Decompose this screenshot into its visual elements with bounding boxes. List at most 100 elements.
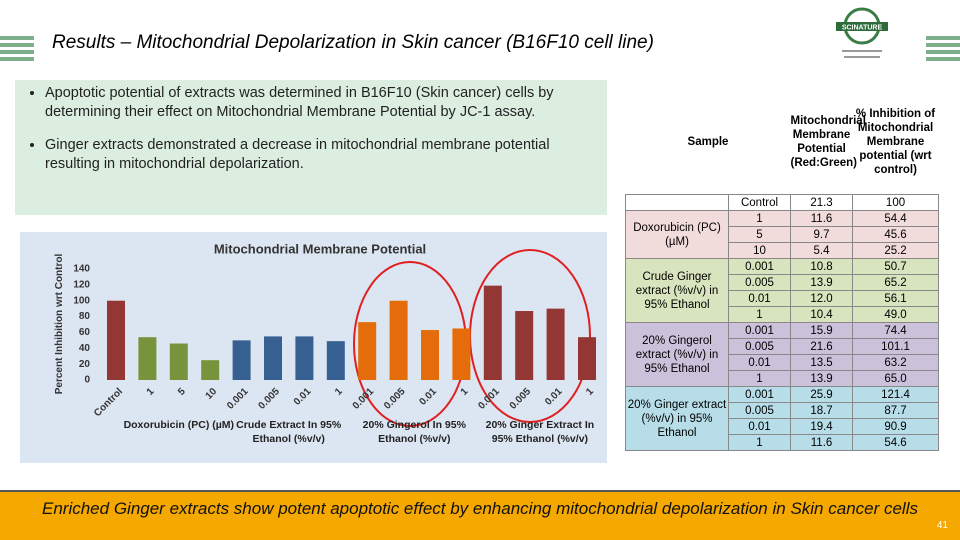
logo: SCINATURE <box>836 7 888 58</box>
sample-cell <box>625 194 729 211</box>
x-tick-label: 0.01 <box>292 386 314 408</box>
bar <box>326 341 345 380</box>
table-row: Control 21.3 100 <box>625 194 940 211</box>
footer-text: Enriched Ginger extracts show potent apo… <box>42 499 918 518</box>
table-cell: 65.0 <box>852 370 940 387</box>
chart-panel: Mitochondrial Membrane Potential Percent… <box>20 232 607 463</box>
table-cell: 5.4 <box>790 242 854 259</box>
table-cell: 0.005 <box>727 402 792 419</box>
decor-right <box>926 36 960 64</box>
table-cell: 21.3 <box>790 194 854 211</box>
header-cell: % Inhibition of Mitochondrial Membrane p… <box>855 108 936 176</box>
bar <box>232 340 251 380</box>
table-cell: 0.01 <box>727 354 792 371</box>
y-tick-label: 0 <box>84 375 90 386</box>
table-cell: 121.4 <box>852 386 940 403</box>
table-cell: 13.5 <box>790 354 854 371</box>
logo-line <box>842 50 882 52</box>
bullet-box: Apoptotic potential of extracts was dete… <box>15 80 607 215</box>
x-tick-label: 0.01 <box>543 386 565 408</box>
x-tick-label: 0.01 <box>417 386 439 408</box>
table-cell: 0.001 <box>727 258 792 275</box>
table-cell: 1 <box>727 370 792 387</box>
x-tick-label: 0.001 <box>351 386 377 412</box>
y-tick-label: 80 <box>79 311 91 322</box>
chart: Mitochondrial Membrane Potential Percent… <box>54 241 596 427</box>
bullet-list: Apoptotic potential of extracts was dete… <box>27 84 599 174</box>
bar <box>138 337 157 380</box>
decor-left <box>0 36 34 64</box>
table-cell: 63.2 <box>852 354 940 371</box>
header-cell: Mitochondrial Membrane Potential (Red:Gr… <box>790 115 866 169</box>
bar <box>421 330 439 380</box>
table-cell: 25.2 <box>852 242 940 259</box>
table-cell: 101.1 <box>852 338 940 355</box>
footer-banner: Enriched Ginger extracts show potent apo… <box>0 490 960 540</box>
y-tick-label: 20 <box>79 359 91 370</box>
table-cell: 0.005 <box>727 338 792 355</box>
table-header: Sample Mitochondrial Membrane Potential … <box>626 90 939 195</box>
table-cell: 65.2 <box>852 274 940 291</box>
bar <box>264 336 282 380</box>
slide-title: Results – Mitochondrial Depolarization i… <box>52 32 654 53</box>
x-tick-label: Control <box>92 386 125 419</box>
data-table: Sample Mitochondrial Membrane Potential … <box>625 90 940 451</box>
logo-line <box>844 56 880 58</box>
table-row: 20% Ginger extract (%v/v) in 95% Ethanol… <box>625 386 940 451</box>
x-tick-label: 1 <box>459 386 471 398</box>
header-cell: Sample <box>687 136 729 148</box>
table-cell: 13.9 <box>790 274 854 291</box>
table-cell: 54.4 <box>852 210 940 227</box>
bar <box>483 285 502 380</box>
table-cell: Control <box>727 194 792 211</box>
bar <box>546 308 565 380</box>
sample-cell: 20% Gingerol extract (%v/v) in 95% Ethan… <box>625 322 729 387</box>
bar <box>452 328 471 380</box>
x-tick-label: 1 <box>333 386 345 398</box>
x-tick-label: 0.001 <box>225 386 251 412</box>
table-row: 20% Gingerol extract (%v/v) in 95% Ethan… <box>625 322 940 387</box>
table-cell: 56.1 <box>852 290 940 307</box>
table-cell: 11.6 <box>790 434 854 451</box>
table-cell: 0.001 <box>727 322 792 339</box>
y-axis-title: Percent Inhibition wrt Control <box>54 254 65 395</box>
table-cell: 0.01 <box>727 290 792 307</box>
x-tick-label: 1 <box>584 386 596 398</box>
bullet: Ginger extracts demonstrated a decrease … <box>45 136 599 174</box>
table-cell: 74.4 <box>852 322 940 339</box>
group-label: 20% Gingerol In 95% Ethanol (%v/v) <box>362 419 466 445</box>
table-cell: 12.0 <box>790 290 854 307</box>
group-label: 20% Ginger Extract In 95% Ethanol (%v/v) <box>485 419 595 445</box>
x-tick-label: 0.005 <box>382 386 408 412</box>
table-row: Crude Ginger extract (%v/v) in 95% Ethan… <box>625 258 940 323</box>
y-tick-label: 100 <box>73 295 90 306</box>
logo-band <box>836 22 888 31</box>
logo-text: SCINATURE <box>842 25 883 32</box>
bar <box>201 360 220 380</box>
table-cell: 54.6 <box>852 434 940 451</box>
table-cell: 50.7 <box>852 258 940 275</box>
table-cell: 10.4 <box>790 306 854 323</box>
table-cell: 0.01 <box>727 418 792 435</box>
table-cell: 13.9 <box>790 370 854 387</box>
x-tick-label: 0.005 <box>257 386 283 412</box>
table-cell: 90.9 <box>852 418 940 435</box>
group-label: Doxorubicin (PC) (µM) <box>123 419 235 431</box>
table-cell: 0.001 <box>727 386 792 403</box>
bar <box>169 343 188 380</box>
table-cell: 9.7 <box>790 226 854 243</box>
chart-title: Mitochondrial Membrane Potential <box>214 241 426 256</box>
sample-cell: Doxorubicin (PC) (µM) <box>625 210 729 259</box>
table-cell: 25.9 <box>790 386 854 403</box>
bar <box>107 300 125 380</box>
x-tick-label: 10 <box>204 386 220 402</box>
y-tick-label: 40 <box>79 343 91 354</box>
table-cell: 10.8 <box>790 258 854 275</box>
table-cell: 10 <box>727 242 792 259</box>
table-cell: 0.005 <box>727 274 792 291</box>
table-cell: 1 <box>727 306 792 323</box>
x-tick-label: 1 <box>145 386 157 398</box>
bar <box>358 322 377 380</box>
page-number: 41 <box>936 520 948 531</box>
